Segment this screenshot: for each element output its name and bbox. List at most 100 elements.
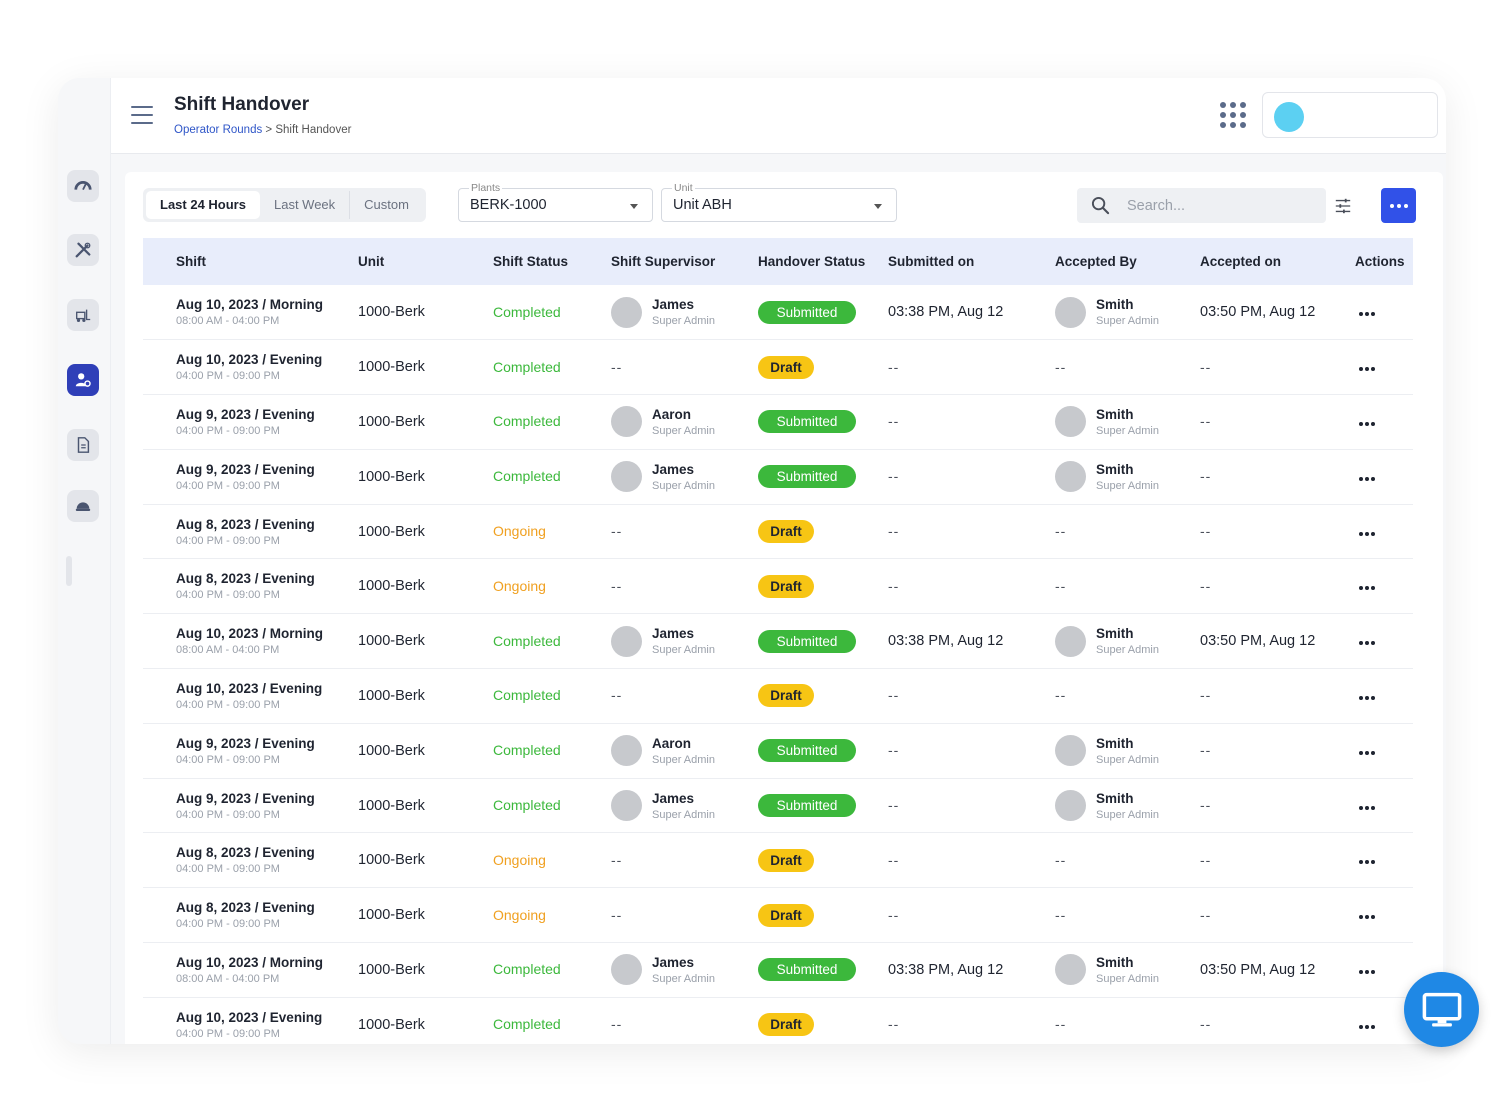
- handover-status-badge: Draft: [758, 848, 814, 872]
- column-header-shift-supervisor: Shift Supervisor: [611, 254, 716, 269]
- shift-time: 04:00 PM - 09:00 PM: [176, 808, 280, 821]
- date-range-toggle: Last 24 Hours Last Week Custom: [143, 188, 426, 222]
- row-actions-icon[interactable]: [1359, 915, 1375, 920]
- table-row[interactable]: Aug 10, 2023 / Evening 04:00 PM - 09:00 P…: [143, 997, 1413, 1044]
- accepted-on: --: [1200, 413, 1212, 430]
- document-icon[interactable]: [67, 429, 99, 461]
- table-row[interactable]: Aug 10, 2023 / Morning 08:00 AM - 04:00 P…: [143, 943, 1413, 998]
- shift-supervisor-empty: --: [611, 358, 623, 375]
- shift-time: 08:00 AM - 04:00 PM: [176, 315, 280, 328]
- forklift-icon[interactable]: [67, 299, 99, 331]
- handover-status-badge: Submitted: [758, 410, 856, 434]
- shift-status: Completed: [493, 1016, 561, 1033]
- row-actions-icon[interactable]: [1359, 531, 1375, 536]
- tools-icon[interactable]: [67, 234, 99, 266]
- row-actions-icon[interactable]: [1359, 641, 1375, 646]
- shift-supervisor-role: Super Admin: [652, 479, 715, 492]
- helmet-icon[interactable]: [67, 490, 99, 522]
- accepted-by: Smith Super Admin: [1055, 790, 1200, 822]
- handover-status-badge: Draft: [758, 520, 814, 544]
- shift-supervisor-name: James: [652, 626, 695, 642]
- row-actions-icon[interactable]: [1359, 695, 1375, 700]
- row-actions-icon[interactable]: [1359, 750, 1375, 755]
- accepted-by-empty: --: [1055, 577, 1067, 594]
- accepted-on: --: [1200, 742, 1212, 759]
- breadcrumb-parent-link[interactable]: Operator Rounds: [174, 124, 263, 136]
- table-row[interactable]: Aug 8, 2023 / Evening 04:00 PM - 09:00 PM…: [143, 833, 1413, 888]
- shift-name: Aug 9, 2023 / Evening: [176, 790, 315, 806]
- accepted-on: --: [1200, 797, 1212, 814]
- table-row[interactable]: Aug 9, 2023 / Evening 04:00 PM - 09:00 PM…: [143, 778, 1413, 833]
- row-actions-icon[interactable]: [1359, 860, 1375, 865]
- shift-name: Aug 8, 2023 / Evening: [176, 900, 315, 916]
- more-options-button[interactable]: [1381, 188, 1416, 223]
- dashboard-gauge-icon[interactable]: [67, 170, 99, 202]
- row-actions-icon[interactable]: [1359, 421, 1375, 426]
- row-actions-icon[interactable]: [1359, 969, 1375, 974]
- accepted-on: --: [1200, 523, 1212, 540]
- unit-cell: 1000-Berk: [358, 523, 425, 540]
- table-row[interactable]: Aug 10, 2023 / Evening 04:00 PM - 09:00 P…: [143, 669, 1413, 724]
- unit-cell: 1000-Berk: [358, 304, 425, 321]
- avatar: [1055, 790, 1086, 822]
- shift-status: Completed: [493, 468, 561, 485]
- row-actions-icon[interactable]: [1359, 312, 1375, 317]
- row-actions-icon[interactable]: [1359, 805, 1375, 810]
- handover-status-badge: Draft: [758, 684, 814, 708]
- handover-status-badge: Draft: [758, 903, 814, 927]
- submitted-on: --: [888, 577, 900, 594]
- main-panel: Last 24 Hours Last Week Custom Plants BE…: [125, 172, 1443, 1044]
- shift-status: Ongoing: [493, 906, 546, 923]
- search-input[interactable]: [1127, 188, 1277, 223]
- row-actions-icon[interactable]: [1359, 586, 1375, 591]
- shift-time: 04:00 PM - 09:00 PM: [176, 534, 280, 547]
- row-actions-icon[interactable]: [1359, 476, 1375, 481]
- apps-grid-icon[interactable]: [1220, 102, 1246, 128]
- user-profile-box[interactable]: [1262, 92, 1438, 138]
- unit-cell: 1000-Berk: [358, 797, 425, 814]
- submitted-on: --: [888, 742, 900, 759]
- range-custom[interactable]: Custom: [364, 197, 409, 212]
- table-row[interactable]: Aug 8, 2023 / Evening 04:00 PM - 09:00 PM…: [143, 888, 1413, 943]
- range-last-24-hours[interactable]: Last 24 Hours: [146, 191, 260, 219]
- shift-supervisor-name: James: [652, 461, 695, 477]
- accepted-by-role: Super Admin: [1096, 972, 1159, 985]
- table-row[interactable]: Aug 10, 2023 / Evening 04:00 PM - 09:00 P…: [143, 340, 1413, 395]
- accepted-by-name: Smith: [1096, 790, 1134, 806]
- shift-name: Aug 9, 2023 / Evening: [176, 406, 315, 422]
- column-header-unit: Unit: [358, 254, 385, 269]
- submitted-on: --: [888, 687, 900, 704]
- range-last-week[interactable]: Last Week: [260, 191, 351, 219]
- unit-cell: 1000-Berk: [358, 633, 425, 650]
- avatar: [1055, 406, 1086, 438]
- user-settings-icon[interactable]: [67, 364, 99, 396]
- table-row[interactable]: Aug 9, 2023 / Evening 04:00 PM - 09:00 PM…: [143, 723, 1413, 779]
- shift-time: 04:00 PM - 09:00 PM: [176, 479, 280, 492]
- table-row[interactable]: Aug 9, 2023 / Evening 04:00 PM - 09:00 PM…: [143, 395, 1413, 450]
- submitted-on: 03:38 PM, Aug 12: [888, 304, 1004, 321]
- table-row[interactable]: Aug 10, 2023 / Morning 08:00 AM - 04:00 P…: [143, 285, 1413, 340]
- filter-sliders-icon[interactable]: [1334, 197, 1352, 215]
- monitor-icon[interactable]: [1404, 972, 1479, 1047]
- table-row[interactable]: Aug 8, 2023 / Evening 04:00 PM - 09:00 PM…: [143, 504, 1413, 559]
- handover-status-badge: Submitted: [758, 958, 856, 982]
- table-row[interactable]: Aug 8, 2023 / Evening 04:00 PM - 09:00 PM…: [143, 559, 1413, 614]
- plants-select[interactable]: Plants BERK-1000: [458, 182, 653, 222]
- row-actions-icon[interactable]: [1359, 1024, 1375, 1029]
- breadcrumb-separator: >: [265, 124, 273, 136]
- accepted-by-empty: --: [1055, 358, 1067, 375]
- shift-name: Aug 10, 2023 / Morning: [176, 626, 324, 642]
- table-row[interactable]: Aug 9, 2023 / Evening 04:00 PM - 09:00 PM…: [143, 449, 1413, 505]
- row-actions-icon[interactable]: [1359, 367, 1375, 372]
- shift-status: Completed: [493, 961, 561, 978]
- avatar: [611, 735, 642, 767]
- hamburger-menu-icon[interactable]: [131, 106, 153, 124]
- table-row[interactable]: Aug 10, 2023 / Morning 08:00 AM - 04:00 P…: [143, 614, 1413, 669]
- avatar: [1055, 296, 1086, 328]
- shift-supervisor-name: Aaron: [652, 406, 692, 422]
- shift-time: 04:00 PM - 09:00 PM: [176, 918, 280, 931]
- unit-select[interactable]: Unit Unit ABH: [661, 182, 897, 222]
- search-icon: [1091, 196, 1110, 215]
- handover-status-badge: Draft: [758, 574, 814, 598]
- sidebar-collapse-handle[interactable]: [66, 556, 72, 586]
